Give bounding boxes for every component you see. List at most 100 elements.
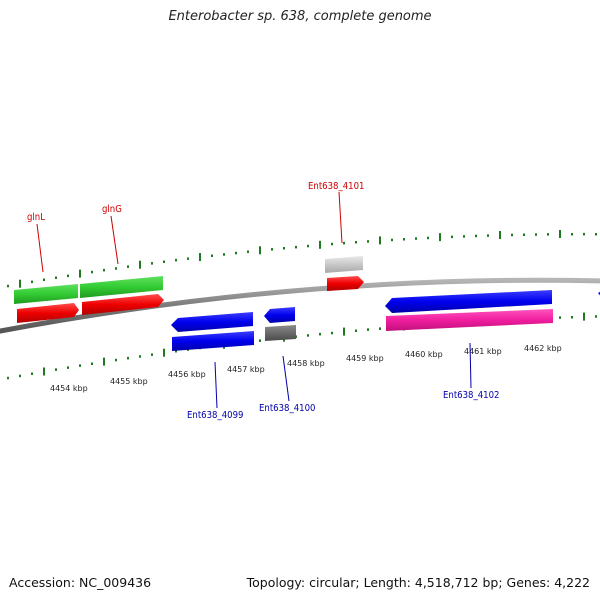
major-tick (199, 253, 201, 261)
minor-tick (127, 356, 129, 360)
callout-line-ent4100 (282, 355, 290, 402)
map-title: Enterobacter sp. 638, complete genome (168, 9, 432, 24)
minor-tick (475, 234, 477, 238)
minor-tick (151, 262, 153, 265)
scale-labels: 4454 kbp 4455 kbp 4456 kbp 4457 kbp 4458… (50, 344, 562, 393)
minor-tick (367, 240, 369, 243)
scale-label: 4457 kbp (227, 365, 265, 374)
minor-tick (343, 241, 345, 245)
minor-tick (535, 233, 537, 236)
minor-tick (91, 362, 93, 365)
minor-tick (595, 233, 597, 236)
gene-label-glnG[interactable]: glnG (102, 204, 122, 215)
minor-tick (295, 245, 297, 249)
scale-label: 4461 kbp (464, 347, 502, 356)
gene-label-ent4100[interactable]: Ent638_4100 (259, 403, 316, 414)
minor-tick (67, 366, 69, 369)
gene-ent4102-lower[interactable] (386, 309, 553, 331)
minor-tick (583, 232, 585, 236)
gene-labels: glnL glnG Ent638_4101 Ent638_4099 Ent638… (27, 181, 500, 421)
minor-tick (355, 241, 357, 244)
scale-label: 4458 kbp (287, 359, 325, 368)
minor-tick (451, 235, 453, 239)
minor-tick (331, 331, 333, 335)
minor-tick (391, 238, 393, 242)
callout-line-ent4099 (214, 361, 218, 409)
minor-tick (571, 316, 573, 319)
minor-tick (403, 238, 405, 241)
reverse-features (171, 290, 600, 351)
callout-line-glnG (110, 215, 119, 265)
major-tick (559, 230, 561, 238)
gene-ent4100-upper[interactable] (264, 307, 295, 323)
callout-line-ent4102 (469, 342, 472, 389)
gene-glnL-green[interactable] (14, 284, 78, 304)
gene-glnG-green[interactable] (80, 276, 163, 298)
minor-tick (163, 260, 165, 263)
callout-line-ent4101 (338, 191, 343, 244)
gene-glnG-red[interactable] (82, 294, 164, 315)
gene-label-ent4099[interactable]: Ent638_4099 (187, 410, 244, 421)
scale-label: 4454 kbp (50, 384, 88, 393)
minor-tick (7, 376, 9, 380)
genome-summary-text: Topology: circular; Length: 4,518,712 bp… (246, 575, 590, 590)
major-tick (103, 357, 105, 366)
major-tick (379, 236, 381, 245)
gene-ent4101-red[interactable] (327, 276, 364, 291)
gene-ent4099-lower[interactable] (172, 331, 254, 351)
minor-tick (91, 270, 93, 274)
minor-tick (463, 235, 465, 238)
minor-tick (307, 334, 309, 337)
minor-tick (175, 350, 177, 353)
minor-tick (115, 358, 117, 362)
minor-tick (415, 237, 417, 240)
minor-tick (379, 327, 381, 330)
callout-line-glnL (36, 223, 44, 273)
major-tick (583, 312, 585, 321)
scale-label: 4456 kbp (168, 370, 206, 379)
scale-label: 4462 kbp (524, 344, 562, 353)
minor-tick (283, 247, 285, 250)
gene-ent4099-upper[interactable] (171, 312, 253, 332)
minor-tick (235, 251, 237, 255)
minor-tick (247, 250, 249, 253)
gene-ent4100-lower[interactable] (265, 325, 296, 341)
forward-tick-track (7, 230, 597, 288)
minor-tick (595, 315, 597, 318)
minor-tick (175, 258, 177, 262)
gene-label-ent4101[interactable]: Ent638_4101 (308, 181, 365, 192)
minor-tick (223, 253, 225, 256)
scale-label: 4459 kbp (346, 354, 384, 363)
gene-label-ent4102[interactable]: Ent638_4102 (443, 390, 500, 401)
scale-label: 4455 kbp (110, 377, 148, 386)
minor-tick (571, 233, 573, 236)
major-tick (439, 233, 441, 242)
major-tick (343, 327, 345, 336)
major-tick (319, 240, 321, 249)
minor-tick (103, 268, 105, 272)
minor-tick (259, 339, 261, 342)
minor-tick (187, 257, 189, 260)
minor-tick (547, 233, 549, 236)
gene-glnL-red[interactable] (17, 303, 79, 323)
minor-tick (211, 254, 213, 257)
genome-backbone (0, 277, 600, 334)
gene-ent4101-gray[interactable] (325, 256, 363, 273)
major-tick (163, 348, 165, 357)
minor-tick (139, 355, 141, 358)
scale-label: 4460 kbp (405, 350, 443, 359)
major-tick (499, 231, 501, 239)
gene-label-glnL[interactable]: glnL (27, 212, 45, 223)
callout-lines (36, 191, 472, 409)
minor-tick (55, 368, 57, 371)
minor-tick (79, 364, 81, 367)
minor-tick (19, 374, 21, 378)
major-tick (139, 260, 141, 269)
minor-tick (7, 284, 9, 288)
major-tick (43, 367, 45, 376)
minor-tick (43, 278, 45, 281)
gene-ent4102-upper[interactable] (385, 290, 552, 313)
minor-tick (331, 242, 333, 246)
accession-text: Accession: NC_009436 (9, 575, 152, 590)
